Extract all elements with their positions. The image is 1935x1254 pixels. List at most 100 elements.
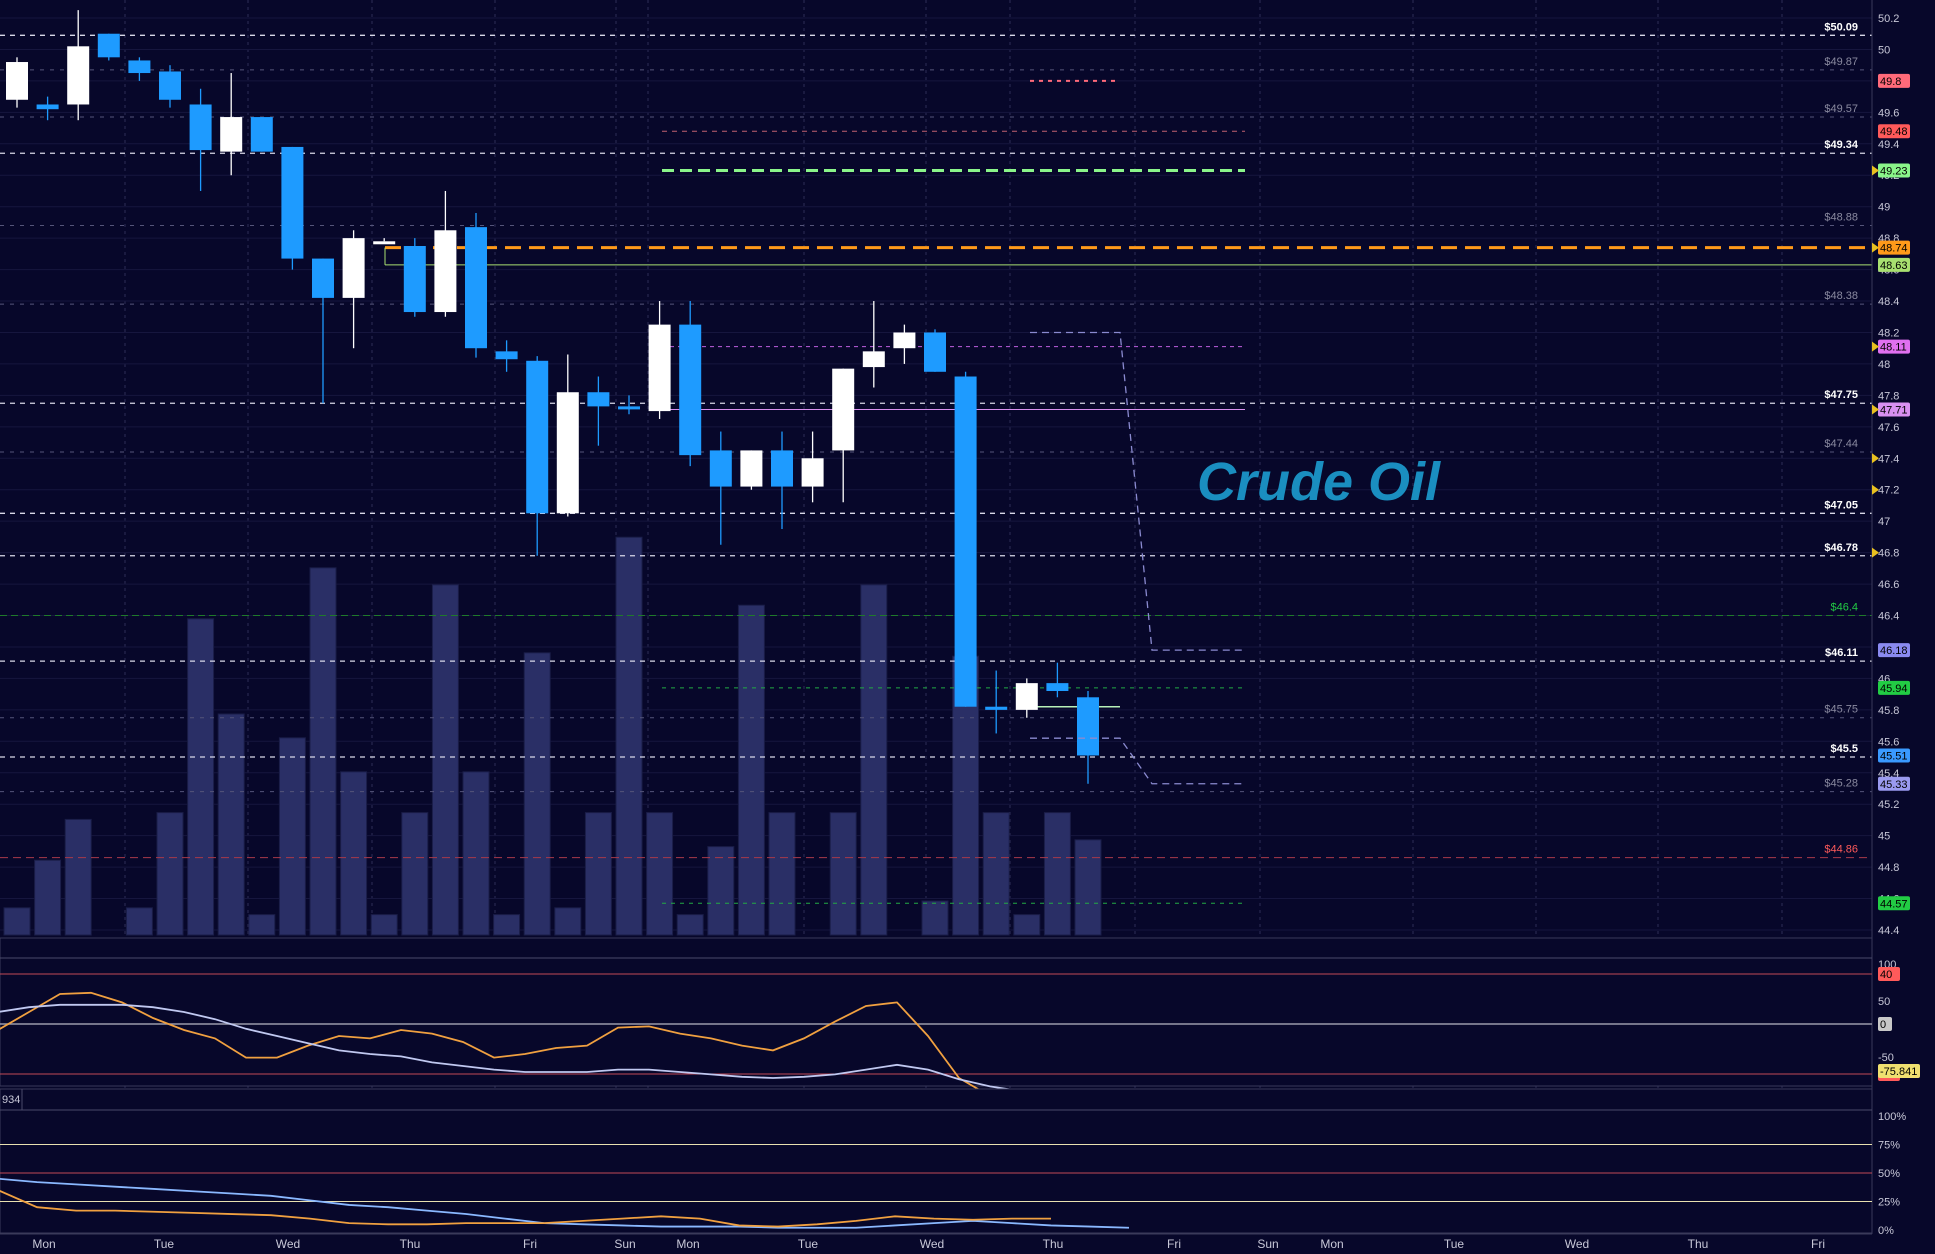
price-tick-label: 45.4 (1878, 768, 1899, 780)
day-label: Mon (32, 1237, 55, 1251)
day-label: Tue (798, 1237, 819, 1251)
price-tag-label: 45.94 (1880, 683, 1908, 695)
day-label: Thu (1688, 1237, 1709, 1251)
candle-body-down (709, 450, 732, 487)
axis-marker-icon (1872, 484, 1879, 495)
level-label: $49.34 (1824, 139, 1859, 151)
candle-body-down (587, 392, 610, 407)
time-axis: Mon Tue Wed Thu Fri Sun Mon Tue Wed Thu Fri Sun Mon T… (0, 1233, 1935, 1254)
price-tick-label: 45 (1878, 831, 1890, 843)
pct-series-line (0, 1189, 1051, 1228)
price-tag-label: 44.57 (1880, 898, 1908, 910)
level-label: $46.4 (1830, 602, 1858, 614)
price-tick-label: 48.4 (1878, 296, 1899, 308)
volume-bar (462, 771, 490, 936)
axis-marker-icon (1872, 242, 1879, 253)
price-tick-label: 49.4 (1878, 139, 1899, 151)
price-tag (1878, 776, 1910, 791)
price-tick-label: 44.4 (1878, 925, 1899, 937)
day-label: Wed (920, 1237, 944, 1251)
day-label: Sun (614, 1237, 635, 1251)
volume-bar (309, 567, 337, 936)
projection-overlays (1030, 331, 1245, 785)
osc-tag-label: 40 (1880, 969, 1892, 981)
candle-body-up (1015, 683, 1038, 710)
price-tick-label: 45.8 (1878, 705, 1899, 717)
candle-body-down (97, 33, 120, 58)
volume-bar (982, 812, 1010, 936)
volume-bar (584, 812, 612, 936)
volume-bar (554, 907, 582, 936)
day-label: Mon (676, 1237, 699, 1251)
price-tick-label: 46.4 (1878, 611, 1899, 623)
osc-tick-label: 50 (1878, 996, 1890, 1008)
axis-marker-icon (1872, 165, 1879, 176)
price-tag (1878, 748, 1910, 763)
volume-bar (707, 846, 735, 936)
volume-bar (921, 900, 949, 936)
level-label: $48.88 (1824, 212, 1858, 224)
level-label: $49.57 (1824, 103, 1858, 115)
volume-bar (646, 812, 674, 936)
price-tick-label: 47.2 (1878, 485, 1899, 497)
day-label: Mon (1320, 1237, 1343, 1251)
price-tag (1878, 896, 1910, 911)
pct-tick-label: 100% (1878, 1111, 1906, 1123)
price-tag (1878, 124, 1910, 139)
pct-tick-label: 75% (1878, 1140, 1900, 1152)
candle-body-up (832, 368, 855, 451)
axis-marker-icon (1872, 547, 1879, 558)
day-label: Sun (1257, 1237, 1278, 1251)
candle-body-up (67, 46, 90, 105)
price-tag-label: 49.23 (1880, 166, 1908, 178)
candle-body-up (342, 238, 365, 298)
price-tag-label: 47.71 (1880, 405, 1908, 417)
volume-bar (3, 907, 31, 936)
volume-bar (217, 713, 245, 936)
osc-tag (1878, 1017, 1892, 1031)
price-tick-label: 46.8 (1878, 548, 1899, 560)
price-tag (1878, 643, 1910, 658)
candle-body-down (924, 332, 946, 372)
volume-bars (3, 536, 1102, 936)
osc-tag-label: 0 (1880, 1019, 1886, 1031)
volume-bar (523, 652, 551, 936)
candle-body-down (495, 351, 518, 360)
candle-body-down (250, 117, 273, 152)
price-tag-label: 48.74 (1880, 243, 1908, 255)
projection-lower (1030, 737, 1245, 785)
pct-pane-bg (0, 1088, 1873, 1234)
level-label: $45.28 (1824, 778, 1858, 790)
volume-bar (829, 812, 857, 936)
price-tick-label: 50.2 (1878, 13, 1899, 25)
price-tag (1878, 257, 1910, 272)
price-tag-label: 49.8 (1880, 76, 1901, 88)
price-tick-label: 48 (1878, 359, 1890, 371)
volume-bar (248, 914, 276, 936)
price-tags: 49.8 49.48 49.23 48.74 48.63 48.11 47.71 46.18 4… (1872, 73, 1910, 911)
price-tick-label: 49 (1878, 202, 1890, 214)
volume-bar (34, 859, 62, 936)
price-tag (1878, 339, 1910, 354)
volume-bar (340, 771, 368, 936)
price-tag (1878, 73, 1910, 88)
price-axis-bg (1872, 0, 1935, 1254)
candle-body-down (465, 227, 487, 349)
candle-body-up (862, 351, 885, 368)
price-tag (1878, 240, 1910, 255)
day-label: Fri (1811, 1237, 1825, 1251)
volume-bar (615, 536, 643, 936)
candle-body-down (771, 450, 793, 487)
price-tag-label: 45.51 (1880, 750, 1908, 762)
candle-body-down (312, 258, 334, 298)
volume-bar (1074, 839, 1102, 936)
candle-body-up (740, 450, 763, 487)
osc-tag (1878, 967, 1900, 981)
axis-marker-icon (1872, 453, 1879, 464)
volume-bar (370, 914, 398, 936)
day-label: Tue (1444, 1237, 1465, 1251)
day-label: Thu (1043, 1237, 1064, 1251)
volume-bar (278, 737, 306, 936)
support-resistance-lines (0, 34, 1872, 904)
